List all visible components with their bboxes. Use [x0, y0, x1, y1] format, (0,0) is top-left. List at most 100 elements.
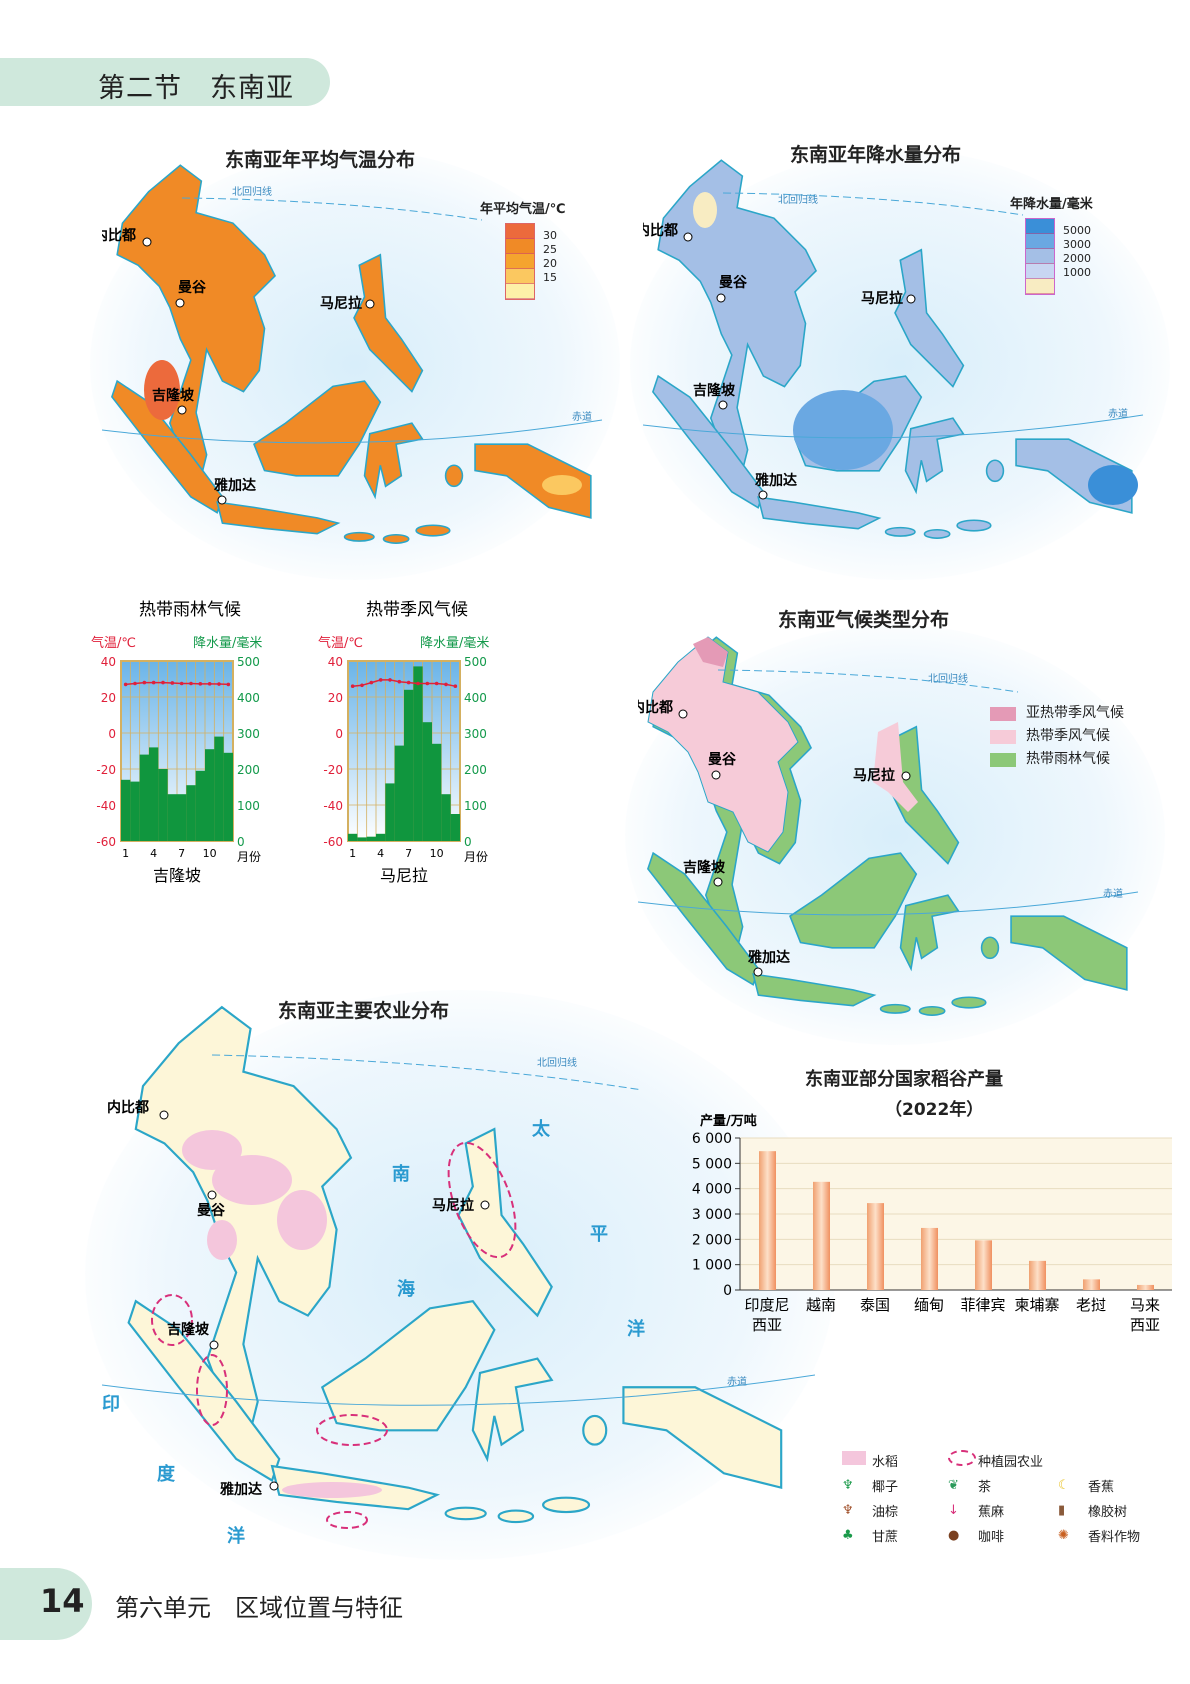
city-label: 马尼拉 [861, 290, 903, 307]
city-label: 内比都 [102, 227, 136, 244]
sea-label: 海 [397, 1278, 415, 1300]
legend-swatch [1026, 249, 1054, 264]
precipitation-bar [357, 837, 367, 841]
precipitation-bar [348, 833, 358, 841]
section-title: 第二节 东南亚 [98, 73, 294, 104]
category-label: 老挝 [1076, 1296, 1106, 1314]
legend-swatch [506, 224, 534, 239]
ocean-label: 印 [102, 1394, 120, 1415]
right-tick: 400 [237, 691, 260, 705]
temperature-point [406, 680, 411, 685]
y-tick: 0 [723, 1283, 732, 1299]
category-label: 印度尼 [744, 1296, 789, 1314]
category-label: 柬埔寨 [1014, 1296, 1059, 1314]
legend-swatch [990, 752, 1016, 767]
legend-label: 种植园农业 [978, 1454, 1044, 1470]
precipitation-bar [441, 794, 451, 841]
city-marker [480, 1200, 490, 1210]
city-marker [758, 490, 768, 500]
wettest-zone [1088, 465, 1138, 505]
precipitation-bar [177, 794, 187, 841]
map-rain-title: 东南亚年降水量分布 [790, 144, 962, 166]
station-name: 吉隆坡 [153, 866, 201, 885]
ocean-label: 度 [157, 1463, 176, 1485]
temperature-point [388, 678, 392, 682]
precipitation-bar [432, 743, 442, 841]
legend-label: 茶 [978, 1480, 992, 1495]
category-label: 菲律宾 [960, 1296, 1005, 1314]
right-tick: 300 [464, 727, 487, 741]
temperature-point [207, 682, 212, 686]
bar [867, 1203, 884, 1290]
legend-tick: 5000 [1063, 224, 1091, 237]
left-axis-label: 气温/℃ [318, 635, 363, 651]
coconut-icon: ♆ [842, 1478, 854, 1493]
city-label: 雅加达 [214, 477, 256, 494]
legend-swatch [506, 284, 534, 299]
temperature-point [179, 681, 184, 686]
ocean-label: 平 [590, 1224, 608, 1245]
agri-legend: 水稻 种植园农业 ♆ 椰子 ❦ 茶 ☾ 香蕉 ♆ 油棕 ↓ 蕉麻 ▮ 橡胶树 ♣ 甘蔗 ● 咖啡 ✺ 香料作物 [842, 1450, 1168, 1545]
city-marker [901, 771, 911, 781]
left-tick: 0 [108, 727, 116, 741]
x-axis-label: 月份 [237, 850, 261, 864]
x-tick: 1 [122, 847, 129, 860]
y-tick: 6 000 [692, 1131, 732, 1147]
bar [759, 1151, 776, 1290]
oil-palm-icon: ♆ [842, 1503, 854, 1518]
rainfall-map: 北回归线 赤道 内比都 曼谷 马尼拉 吉隆坡 雅加达 [643, 159, 1144, 539]
ocean-label: 太 [532, 1118, 551, 1140]
hot-zone [144, 360, 180, 420]
precipitation-bar [205, 749, 215, 841]
city-markers: 内比都 曼谷 马尼拉 吉隆坡 雅加达 [102, 227, 375, 505]
bar [1029, 1260, 1046, 1290]
legend-swatch [1026, 219, 1054, 234]
left-tick: 20 [328, 691, 343, 705]
city-marker [209, 1340, 219, 1350]
city-label: 内比都 [643, 222, 678, 239]
legend-tick: 15 [543, 271, 557, 284]
temperature-point [397, 679, 402, 684]
temperature-point [198, 682, 203, 686]
temperature-point [151, 680, 156, 685]
page-number-tab [0, 1568, 92, 1640]
legend-tick: 3000 [1063, 238, 1091, 251]
sea-label: 南 [392, 1163, 410, 1185]
temperature-point [142, 680, 147, 685]
x-tick: 7 [178, 847, 185, 860]
sugarcane-icon: ♣ [842, 1528, 854, 1543]
legend-tick: 25 [543, 243, 557, 256]
subtropical-monsoon-zone [693, 637, 728, 667]
tropic-label: 北回归线 [928, 672, 968, 685]
page-number: 14 [40, 1582, 85, 1620]
city-marker [269, 1481, 279, 1491]
chart-title: 热带季风气候 [366, 600, 468, 620]
precipitation-bar [366, 836, 376, 841]
precipitation-bar [158, 769, 168, 841]
precipitation-bar [139, 754, 149, 841]
right-tick: 200 [237, 763, 260, 777]
city-marker [753, 967, 763, 977]
precipitation-bar [450, 814, 460, 841]
city-label: 马尼拉 [320, 295, 362, 312]
precipitation-bar [130, 781, 140, 841]
legend-label: 蕉麻 [978, 1505, 1005, 1520]
city-marker [365, 299, 375, 309]
bar [1137, 1284, 1154, 1290]
legend-swatch [1026, 264, 1054, 279]
precipitation-bar [404, 689, 414, 841]
city-label: 雅加达 [220, 1481, 262, 1498]
legend-swatch [990, 729, 1016, 744]
temperature-point [189, 681, 193, 686]
legend-label: 橡胶树 [1088, 1505, 1128, 1520]
x-tick: 4 [150, 847, 157, 860]
bar [975, 1240, 992, 1290]
y-tick: 3 000 [692, 1207, 732, 1223]
temperature-point [434, 681, 439, 686]
city-label: 内比都 [638, 699, 673, 716]
right-tick: 200 [464, 763, 487, 777]
climate-legend: 亚热带季风气候 热带季风气候 热带雨林气候 [990, 702, 1124, 771]
precipitation-bar [413, 666, 423, 841]
legend-label: 香料作物 [1088, 1530, 1141, 1545]
